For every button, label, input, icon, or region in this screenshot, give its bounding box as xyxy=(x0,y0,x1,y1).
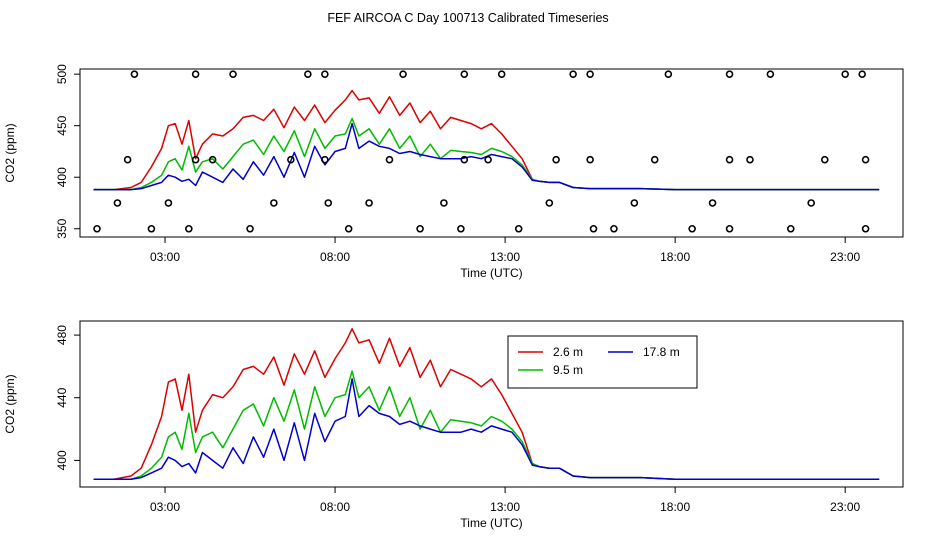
calibration-point xyxy=(460,155,469,164)
calibration-point xyxy=(324,199,333,207)
calibration-point xyxy=(545,199,554,207)
legend-box xyxy=(507,335,698,389)
calibration-point xyxy=(191,70,200,78)
calibration-point xyxy=(416,224,424,233)
calibration-point xyxy=(746,155,754,164)
calibration-point xyxy=(725,70,734,78)
calibration-point xyxy=(664,70,673,78)
calibration-point xyxy=(610,224,618,233)
calibration-point xyxy=(440,199,448,207)
calibration-point xyxy=(164,199,173,207)
calibration-point xyxy=(514,224,523,233)
x-tick-label: 08:00 xyxy=(320,500,350,514)
calibration-point xyxy=(688,224,696,233)
x-tick-label: 23:00 xyxy=(830,250,860,264)
x-tick-label: 23:00 xyxy=(830,500,860,514)
calibration-point xyxy=(123,155,132,164)
calibration-point xyxy=(457,224,465,233)
x-tick-label: 13:00 xyxy=(490,500,520,514)
calibration-point xyxy=(786,224,795,233)
x-tick-label: 03:00 xyxy=(150,250,180,264)
y-axis-label: CO2 (ppm) xyxy=(3,374,17,433)
calibration-point xyxy=(589,224,598,233)
panel-top: 03:00 08:00 13:00 18:00 23:00 350 400 450 500 Tim… xyxy=(3,64,904,280)
x-tick-label: 13:00 xyxy=(490,250,520,264)
calibration-point xyxy=(807,199,815,207)
plot-frame xyxy=(79,320,904,488)
series-line-2-6-m xyxy=(93,89,880,191)
calibration-point xyxy=(93,224,101,233)
x-axis-label: Time (UTC) xyxy=(460,516,522,530)
y-tick-label: 400 xyxy=(55,450,69,470)
plot-frame xyxy=(79,68,904,238)
series-line-17-8-m xyxy=(93,378,880,480)
y-tick-label: 440 xyxy=(55,387,69,407)
y-tick-label: 480 xyxy=(55,325,69,345)
x-axis-label: Time (UTC) xyxy=(460,266,522,280)
series-line-9-5-m xyxy=(93,117,880,191)
x-tick-label: 18:00 xyxy=(660,500,690,514)
calibration-point xyxy=(321,70,329,78)
calibration-point xyxy=(820,155,829,164)
calibration-point xyxy=(344,224,353,233)
calibration-point xyxy=(270,199,278,207)
y-tick-label: 400 xyxy=(55,167,69,187)
legend-label: 9.5 m xyxy=(553,363,583,377)
calibration-point xyxy=(484,155,492,164)
series-line-17-8-m xyxy=(93,122,880,191)
calibration-point xyxy=(858,70,866,78)
calibration-point xyxy=(185,224,193,233)
calibration-point xyxy=(208,155,217,164)
calibration-point xyxy=(552,155,560,164)
calibration-point xyxy=(725,224,734,233)
x-tick-label: 03:00 xyxy=(150,500,180,514)
calibration-point xyxy=(385,155,394,164)
calibration-point xyxy=(725,155,734,164)
calibration-point xyxy=(147,224,156,233)
calibration-point xyxy=(569,70,577,78)
y-tick-label: 500 xyxy=(55,64,69,84)
calibration-point xyxy=(766,70,775,78)
x-tick-label: 18:00 xyxy=(660,250,690,264)
series-line-2-6-m xyxy=(93,328,880,480)
calibration-point xyxy=(460,70,469,78)
calibration-point xyxy=(497,70,506,78)
y-axis-label: CO2 (ppm) xyxy=(3,123,17,182)
legend-label: 2.6 m xyxy=(553,345,583,359)
calibration-point xyxy=(365,199,373,207)
calibration-point xyxy=(113,199,122,207)
legend-label: 17.8 m xyxy=(643,345,680,359)
calibration-point xyxy=(399,70,407,78)
calibration-point xyxy=(321,155,329,164)
calibration-point xyxy=(841,70,849,78)
series-line-9-5-m xyxy=(93,370,880,480)
calibration-point xyxy=(586,70,594,78)
y-tick-label: 450 xyxy=(55,115,69,135)
calibration-point xyxy=(246,224,254,233)
calibration-point xyxy=(191,155,200,164)
calibration-point xyxy=(630,199,639,207)
calibration-point xyxy=(130,70,139,78)
chart-title: FEF AIRCOA C Day 100713 Calibrated Times… xyxy=(327,11,608,25)
panel-bottom: 03:00 08:00 13:00 18:00 23:00 400 440 480 Time (… xyxy=(3,320,904,530)
calibration-point xyxy=(861,155,870,164)
x-tick-label: 08:00 xyxy=(320,250,350,264)
calibration-point xyxy=(304,70,312,78)
calibration-point xyxy=(287,155,295,164)
calibration-point xyxy=(861,224,870,233)
calibration-point xyxy=(650,155,659,164)
calibration-point xyxy=(229,70,237,78)
calibration-point xyxy=(708,199,717,207)
calibration-point xyxy=(586,155,594,164)
y-tick-label: 350 xyxy=(55,218,69,238)
